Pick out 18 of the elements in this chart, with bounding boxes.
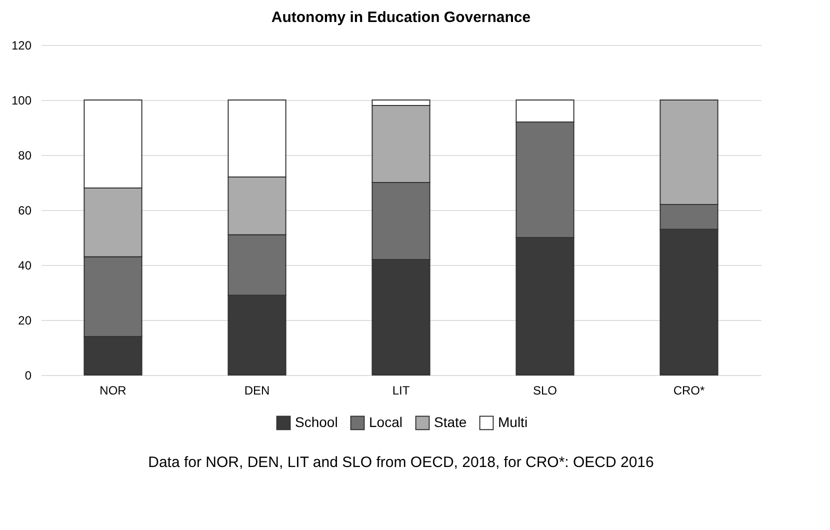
y-tick-label: 100	[11, 94, 32, 108]
y-tick-label: 60	[18, 204, 32, 218]
y-tick-label: 0	[24, 368, 32, 382]
text: Data for NOR, DEN, LIT and SLO from OECD, 2018, for CRO*: OECD 2016	[148, 454, 654, 471]
y-tick-label: 40	[18, 258, 32, 272]
legend-label: State	[434, 414, 467, 430]
x-tick-label: DEN	[244, 384, 270, 398]
y-tick-label: 80	[18, 148, 32, 162]
legend-label: Local	[369, 414, 402, 430]
x-tick-label: NOR	[100, 384, 127, 398]
x-tick-label: SLO	[532, 384, 558, 398]
y-tick-label: 20	[18, 314, 32, 328]
y-tick-label: 120	[11, 38, 32, 52]
legend-label: School	[295, 414, 338, 430]
x-tick-label: LIT	[392, 384, 410, 398]
chart-title: Autonomy in Education Governance	[271, 9, 531, 26]
legend-label: Multi	[498, 414, 528, 430]
x-tick-label: CRO*	[673, 384, 705, 398]
